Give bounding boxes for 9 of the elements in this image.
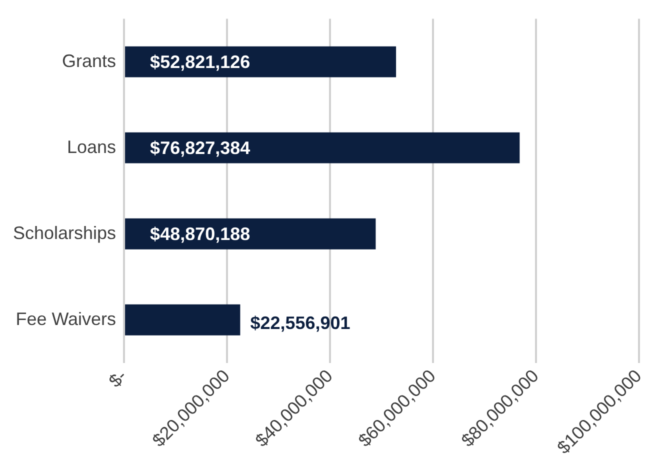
y-tick-label: Fee Waivers bbox=[16, 308, 116, 329]
data-label: $52,821,126 bbox=[150, 52, 250, 72]
y-tick-label: Loans bbox=[67, 136, 116, 157]
y-tick-label: Scholarships bbox=[12, 222, 116, 243]
x-tick-label: $- bbox=[104, 366, 130, 392]
data-label: $48,870,188 bbox=[150, 224, 250, 244]
data-label: $76,827,384 bbox=[150, 138, 250, 158]
y-tick-label: Grants bbox=[62, 50, 116, 71]
data-label: $22,556,901 bbox=[250, 312, 350, 333]
